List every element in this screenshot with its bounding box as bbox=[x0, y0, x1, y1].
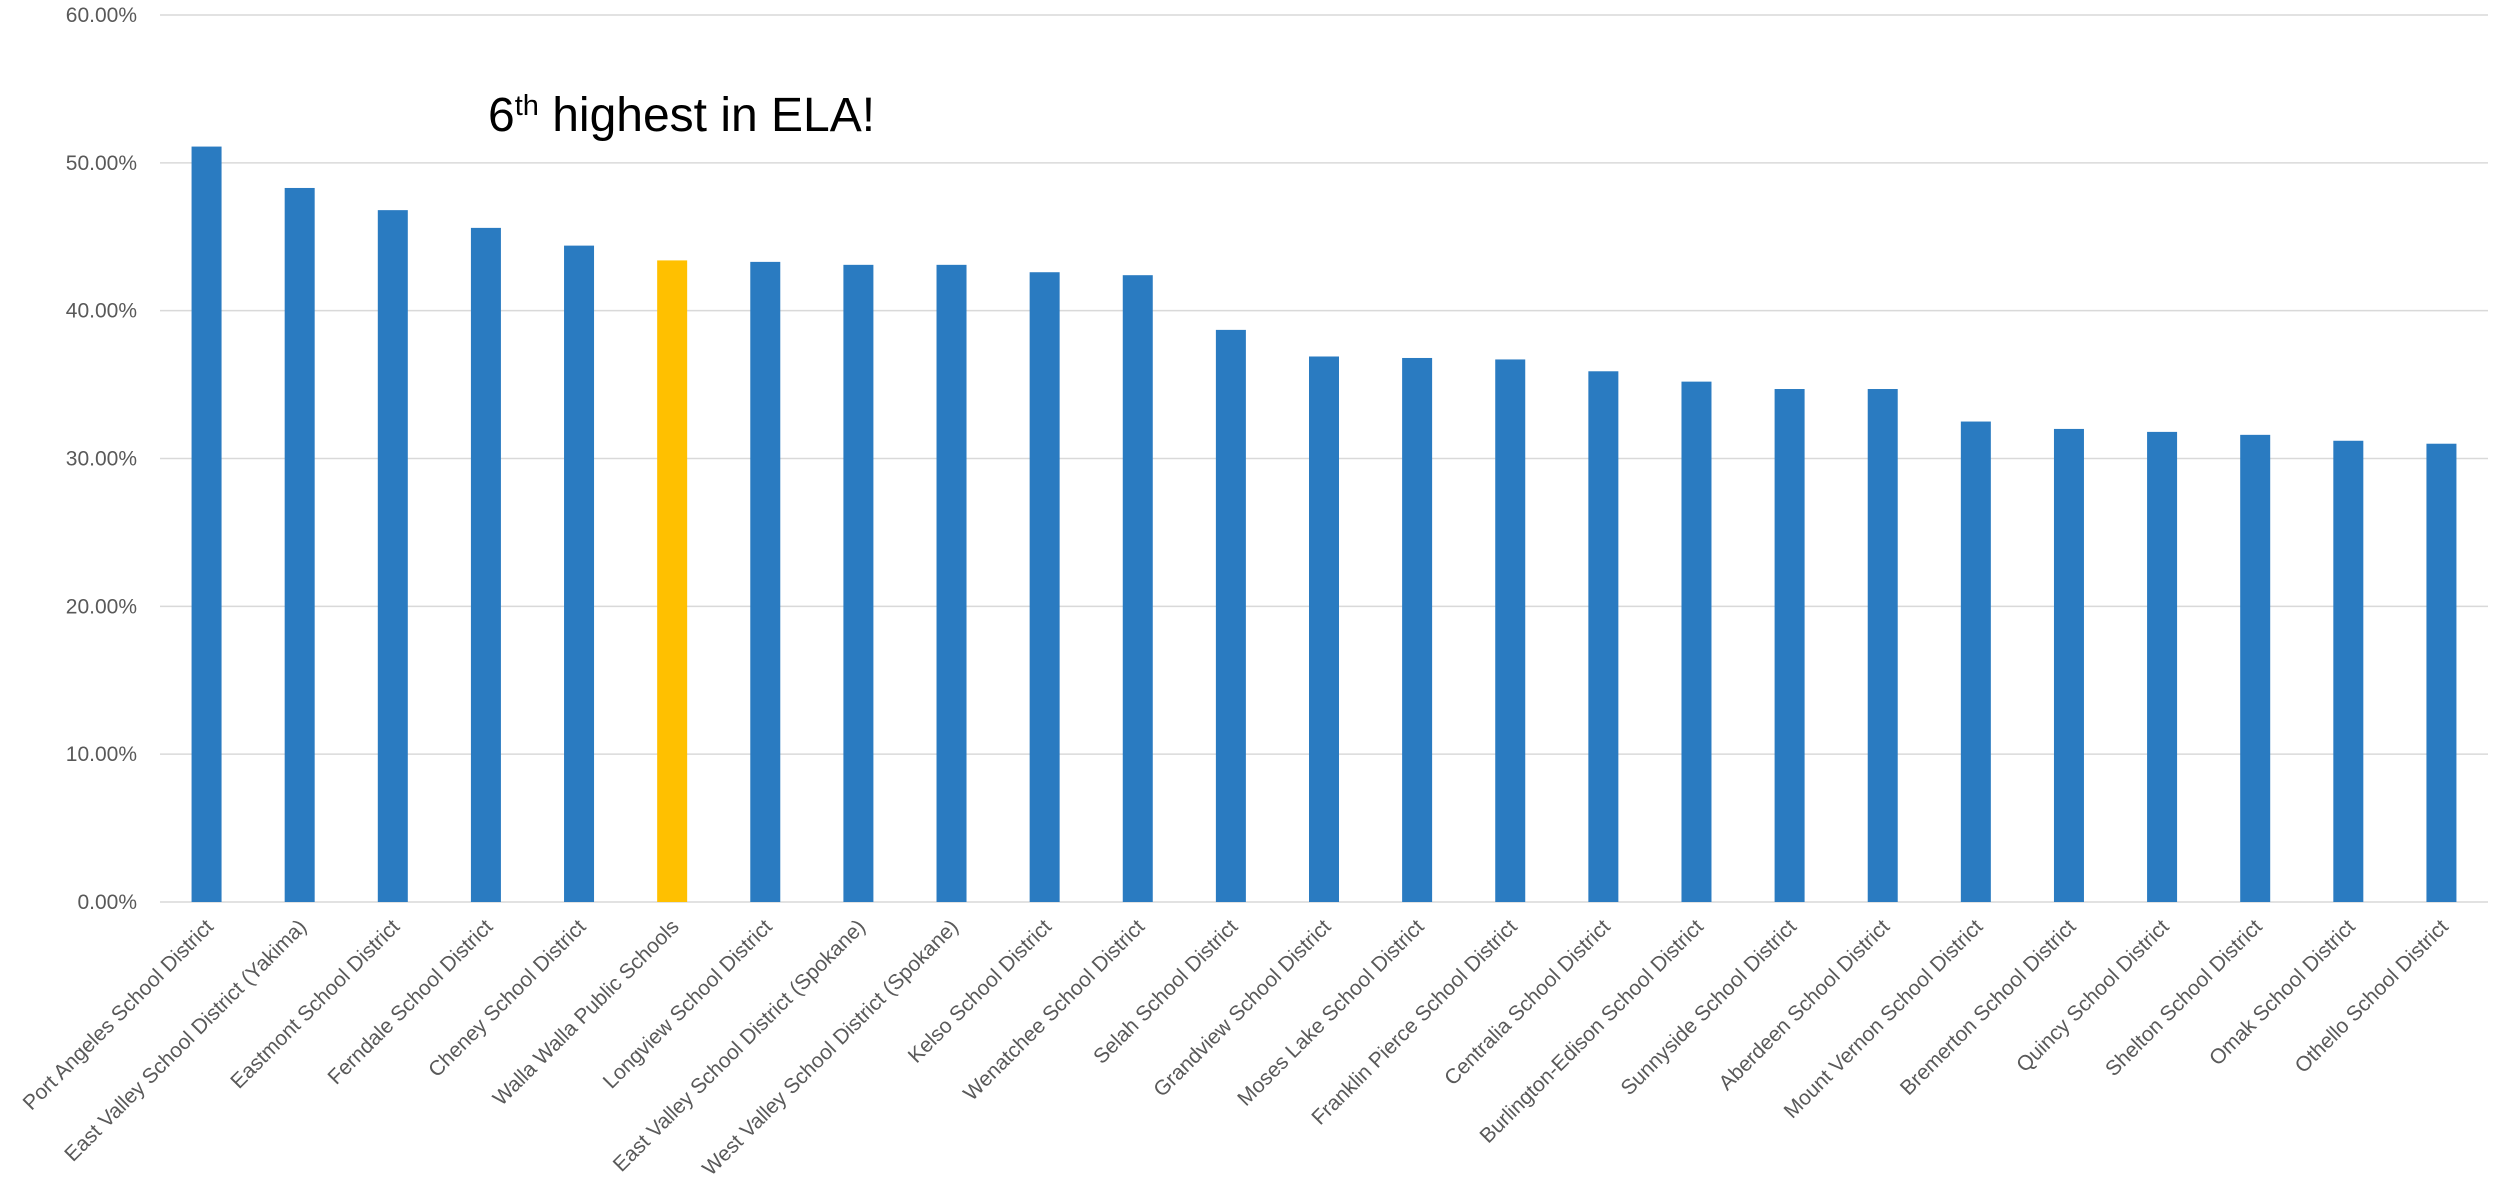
chart-annotation: 6th highest in ELA! bbox=[488, 88, 875, 143]
x-tick-label: Aberdeen School District bbox=[1715, 915, 1895, 1095]
bar bbox=[284, 187, 315, 903]
bar bbox=[1495, 359, 1526, 902]
bar bbox=[1960, 421, 1991, 902]
x-tick-label: Ferndale School District bbox=[324, 915, 498, 1089]
x-tick-label: Shelton School District bbox=[2101, 915, 2267, 1081]
bar bbox=[843, 264, 874, 902]
x-tick-label: Grandview School District bbox=[1149, 915, 1335, 1101]
bar bbox=[936, 264, 967, 902]
bar bbox=[750, 261, 781, 902]
bar bbox=[564, 245, 595, 902]
x-tick-label: Walla Walla Public Schools bbox=[489, 915, 684, 1110]
x-tick-label: Wenatchee School District bbox=[959, 915, 1149, 1105]
x-tick-label: Cheney School District bbox=[424, 915, 591, 1082]
y-tick-label: 40.00% bbox=[66, 300, 137, 323]
x-tick-label: Bremerton School District bbox=[1896, 915, 2081, 1100]
y-tick-label: 20.00% bbox=[66, 595, 137, 618]
bar bbox=[2333, 440, 2364, 902]
x-tick-label: Othello School District bbox=[2291, 915, 2453, 1077]
x-tick-label: Mount Vernon School District bbox=[1780, 915, 1988, 1123]
bar bbox=[2053, 428, 2084, 902]
y-tick-label: 10.00% bbox=[66, 743, 137, 766]
bar bbox=[191, 146, 222, 903]
x-tick-label: Sunnyside School District bbox=[1617, 915, 1802, 1100]
bar bbox=[377, 210, 408, 902]
bar bbox=[2426, 443, 2457, 902]
x-tick-label: Longview School District bbox=[599, 915, 777, 1093]
x-tick-label: Centralia School District bbox=[1440, 915, 1615, 1090]
y-tick-label: 50.00% bbox=[66, 152, 137, 175]
bars bbox=[191, 146, 2457, 903]
bar bbox=[657, 260, 688, 902]
annotation-prefix: 6 bbox=[488, 89, 515, 142]
y-axis-tick-labels: 0.00% 10.00% 20.00% 30.00% 40.00% 50.00% 60.00… bbox=[66, 4, 137, 914]
y-tick-label: 60.00% bbox=[66, 4, 137, 27]
x-tick-label: Franklin Pierce School District bbox=[1307, 915, 1521, 1129]
bar bbox=[2147, 431, 2178, 902]
bar bbox=[1588, 371, 1619, 902]
bar bbox=[470, 227, 501, 902]
x-tick-label: Quincy School District bbox=[2012, 915, 2174, 1077]
x-tick-label: Port Angeles School District bbox=[19, 915, 219, 1115]
bar bbox=[1774, 389, 1805, 903]
bar bbox=[1215, 329, 1246, 902]
y-tick-label: 0.00% bbox=[77, 891, 137, 914]
annotation-text: highest in ELA! bbox=[538, 89, 876, 142]
bar bbox=[1681, 381, 1712, 902]
bar bbox=[1122, 275, 1153, 903]
annotation-superscript: th bbox=[514, 90, 539, 122]
x-tick-label: Eastmont School District bbox=[226, 915, 404, 1093]
y-tick-label: 30.00% bbox=[66, 448, 137, 471]
x-tick-label: Moses Lake School District bbox=[1233, 915, 1428, 1110]
bar bbox=[1029, 272, 1060, 903]
bar bbox=[1867, 389, 1898, 903]
bar bbox=[1309, 356, 1339, 902]
bar bbox=[2240, 434, 2271, 902]
bar bbox=[1402, 357, 1433, 902]
